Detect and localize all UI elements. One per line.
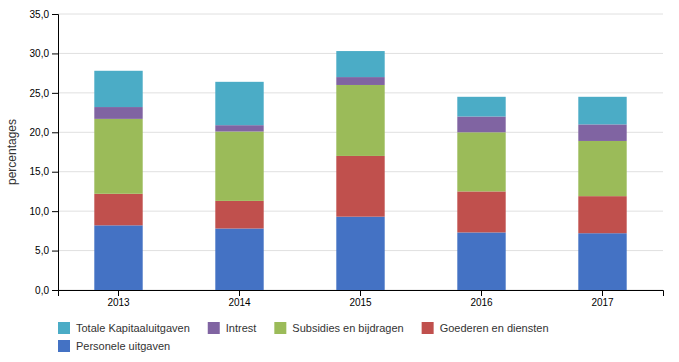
tick: 5,0 bbox=[35, 245, 58, 256]
tick-label: 2015 bbox=[349, 297, 372, 308]
tick-mark bbox=[360, 290, 361, 296]
tick-label: 2014 bbox=[228, 297, 251, 308]
bar bbox=[94, 71, 142, 107]
tick: 2017 bbox=[591, 290, 614, 308]
bar bbox=[578, 233, 626, 290]
bars bbox=[94, 51, 626, 290]
bar bbox=[578, 124, 626, 141]
legend-item: Totale Kapitaaluitgaven bbox=[58, 322, 190, 334]
tick-mark bbox=[239, 290, 240, 296]
legend-item: Goederen en diensten bbox=[422, 322, 549, 334]
tick: 35,0 bbox=[30, 9, 58, 20]
chart: 0,05,010,015,020,025,030,035,02013201420… bbox=[0, 0, 679, 362]
tick-label: 5,0 bbox=[35, 245, 49, 256]
tick-label: 2017 bbox=[591, 297, 614, 308]
tick-mark bbox=[602, 290, 603, 296]
series bbox=[94, 51, 626, 125]
bar bbox=[457, 132, 505, 191]
tick-label: 2016 bbox=[470, 297, 493, 308]
legend-swatch bbox=[58, 322, 70, 334]
bar bbox=[336, 156, 384, 217]
bar bbox=[336, 217, 384, 290]
tick-mark bbox=[118, 290, 119, 296]
bar bbox=[457, 191, 505, 232]
bar bbox=[94, 194, 142, 226]
bar bbox=[94, 225, 142, 290]
legend-item: Personele uitgaven bbox=[58, 340, 170, 352]
tick-mark bbox=[52, 93, 58, 94]
legend: Totale Kapitaaluitgaven Intrest Subsidies … bbox=[58, 322, 549, 352]
legend-swatch bbox=[58, 340, 70, 352]
axis-line bbox=[59, 291, 664, 297]
legend-swatch bbox=[274, 322, 286, 334]
tick-label: 30,0 bbox=[30, 48, 50, 59]
tick-mark bbox=[52, 251, 58, 252]
tick-mark bbox=[52, 211, 58, 212]
bar bbox=[336, 51, 384, 77]
bar bbox=[215, 82, 263, 125]
tick-label: 10,0 bbox=[30, 206, 50, 217]
legend-swatch bbox=[422, 322, 434, 334]
legend-label: Totale Kapitaaluitgaven bbox=[76, 322, 190, 334]
tick: 20,0 bbox=[30, 127, 58, 138]
legend-label: Intrest bbox=[226, 322, 257, 334]
tick: 2016 bbox=[470, 290, 493, 308]
tick-mark bbox=[52, 14, 58, 15]
tick-mark bbox=[52, 172, 58, 173]
tick-label: 20,0 bbox=[30, 127, 50, 138]
legend-label: Subsidies en bijdragen bbox=[292, 322, 403, 334]
tick: 25,0 bbox=[30, 88, 58, 99]
bar bbox=[578, 196, 626, 233]
bar bbox=[578, 97, 626, 125]
tick-label: 0,0 bbox=[35, 285, 49, 296]
tick-label: 35,0 bbox=[30, 9, 50, 20]
bar bbox=[336, 77, 384, 85]
bar bbox=[215, 131, 263, 200]
tick-label: 25,0 bbox=[30, 88, 50, 99]
bar bbox=[215, 228, 263, 290]
y-axis: 0,0 5,0 10,0 15,0 20,0 25,0 30,0 35,0 bbox=[30, 9, 59, 296]
legend-item: Subsidies en bijdragen bbox=[274, 322, 403, 334]
x-axis: 2013 2014 2015 2016 2017 bbox=[59, 290, 664, 308]
tick-label: 15,0 bbox=[30, 166, 50, 177]
tick-mark bbox=[52, 132, 58, 133]
legend-label: Goederen en diensten bbox=[440, 322, 549, 334]
tick: 2014 bbox=[228, 290, 251, 308]
tick-mark bbox=[52, 53, 58, 54]
tick: 30,0 bbox=[30, 48, 58, 59]
bar bbox=[215, 201, 263, 229]
tick: 2013 bbox=[107, 290, 130, 308]
axis-line bbox=[52, 15, 59, 291]
legend-label: Personele uitgaven bbox=[76, 340, 170, 352]
bar bbox=[457, 97, 505, 117]
tick-mark bbox=[52, 290, 58, 291]
tick: 15,0 bbox=[30, 166, 58, 177]
tick-label: 2013 bbox=[107, 297, 130, 308]
series bbox=[94, 217, 626, 290]
grid-line bbox=[58, 14, 663, 15]
bar bbox=[578, 141, 626, 196]
series bbox=[94, 85, 626, 201]
grid bbox=[58, 14, 663, 290]
bar bbox=[457, 232, 505, 290]
tick: 0,0 bbox=[35, 285, 58, 296]
bar bbox=[94, 107, 142, 119]
tick: 10,0 bbox=[30, 206, 58, 217]
series bbox=[94, 77, 626, 141]
tick: 2015 bbox=[349, 290, 372, 308]
bar bbox=[215, 125, 263, 131]
plot: 0,05,010,015,020,025,030,035,02013201420… bbox=[30, 9, 664, 308]
axis-title: percentages bbox=[5, 119, 19, 185]
tick-mark bbox=[481, 290, 482, 296]
bar bbox=[336, 85, 384, 156]
legend-item: Intrest bbox=[208, 322, 257, 334]
bar bbox=[457, 117, 505, 133]
bar bbox=[94, 119, 142, 194]
legend-swatch bbox=[208, 322, 220, 334]
series bbox=[94, 156, 626, 233]
